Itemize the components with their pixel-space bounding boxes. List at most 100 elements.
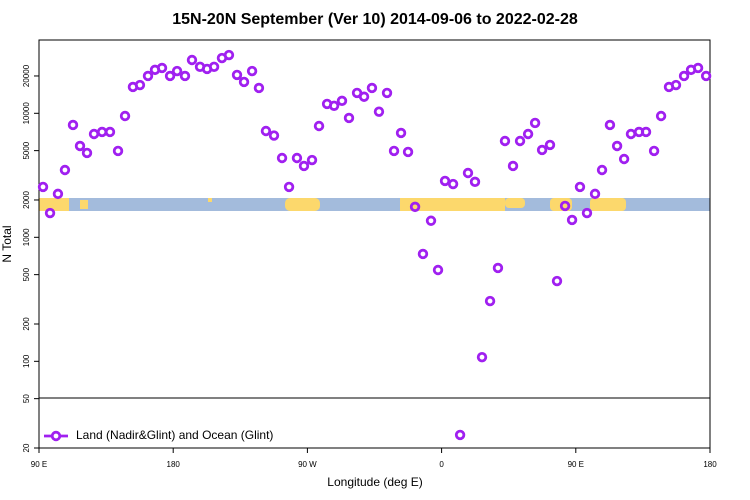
- point: [313, 120, 325, 132]
- point: [648, 145, 660, 157]
- point: [156, 62, 168, 74]
- point: [134, 79, 146, 91]
- point: [625, 128, 637, 140]
- land-patch: [505, 198, 525, 208]
- land-patch: [208, 198, 212, 202]
- y-tick-label: 200: [22, 317, 31, 331]
- land-patch: [590, 198, 626, 211]
- point: [142, 70, 154, 82]
- point: [268, 130, 280, 141]
- point: [119, 110, 131, 122]
- land-mask: [39, 198, 710, 211]
- point: [566, 214, 578, 226]
- x-tick-label: 180: [167, 460, 181, 469]
- ocean-band: [39, 198, 710, 211]
- y-tick-label: 20: [22, 443, 31, 452]
- point: [462, 167, 474, 179]
- land-patch: [39, 198, 69, 211]
- land-patch: [400, 198, 505, 211]
- point: [544, 139, 556, 151]
- point: [298, 160, 310, 172]
- point: [283, 181, 295, 193]
- y-tick-label: 100: [22, 354, 31, 368]
- point: [37, 181, 49, 193]
- point: [44, 207, 56, 219]
- point: [522, 128, 534, 140]
- point: [59, 164, 71, 176]
- point: [476, 351, 488, 363]
- point: [238, 76, 250, 88]
- x-tick-label: 90 W: [298, 460, 317, 469]
- point: [223, 49, 235, 61]
- point: [328, 100, 340, 111]
- point: [536, 144, 548, 156]
- point: [604, 119, 616, 131]
- point: [670, 79, 682, 91]
- point: [692, 62, 704, 74]
- point: [343, 112, 355, 124]
- point: [402, 146, 414, 158]
- point: [67, 119, 79, 131]
- point: [417, 248, 429, 260]
- point: [88, 128, 100, 140]
- point: [589, 188, 601, 200]
- y-tick-label: 20000: [22, 64, 31, 87]
- point: [104, 126, 116, 138]
- point: [409, 201, 421, 213]
- point: [425, 215, 437, 226]
- land-patch: [285, 198, 320, 211]
- point: [186, 54, 198, 66]
- point: [231, 69, 243, 81]
- point: [260, 125, 272, 137]
- plot-frame: [38, 39, 711, 449]
- y-axis-label: N Total: [0, 225, 14, 262]
- point: [306, 154, 318, 166]
- point: [492, 262, 504, 274]
- point: [678, 70, 690, 82]
- point: [574, 181, 586, 193]
- point: [388, 145, 400, 157]
- legend-marker: [50, 430, 62, 442]
- point: [208, 61, 220, 73]
- point: [551, 275, 563, 287]
- point: [484, 295, 496, 307]
- point: [81, 147, 93, 159]
- x-axis-label: Longitude (deg E): [327, 475, 422, 489]
- point: [52, 188, 64, 200]
- land-patch: [80, 200, 88, 209]
- y-tick-label: 5000: [22, 141, 31, 159]
- point: [507, 160, 519, 172]
- point: [74, 140, 86, 152]
- point: [112, 145, 124, 157]
- point: [96, 126, 108, 138]
- point: [499, 135, 511, 147]
- point: [640, 126, 652, 138]
- y-tick-label: 500: [22, 267, 31, 281]
- point: [336, 95, 348, 107]
- y-tick-label: 10000: [22, 102, 31, 125]
- y-tick-label: 2000: [22, 191, 31, 209]
- point: [700, 70, 712, 82]
- point: [529, 117, 541, 129]
- point: [373, 106, 385, 117]
- point: [469, 176, 481, 188]
- y-tick-label: 50: [22, 394, 31, 403]
- x-tick-label: 0: [439, 460, 444, 469]
- x-tick-label: 90 E: [568, 460, 584, 469]
- point: [514, 135, 526, 147]
- point: [439, 175, 451, 187]
- x-tick-label: 180: [703, 460, 717, 469]
- point: [381, 87, 393, 99]
- point: [179, 70, 191, 82]
- y-tick-label: 1000: [22, 228, 31, 246]
- point: [253, 82, 265, 94]
- point: [596, 164, 608, 176]
- point: [618, 153, 630, 165]
- x-tick-label: 90 E: [31, 460, 47, 469]
- chart-title: 15N-20N September (Ver 10) 2014-09-06 to…: [172, 11, 578, 28]
- point: [581, 207, 593, 219]
- point: [291, 152, 303, 164]
- point: [655, 110, 667, 122]
- point: [395, 127, 407, 139]
